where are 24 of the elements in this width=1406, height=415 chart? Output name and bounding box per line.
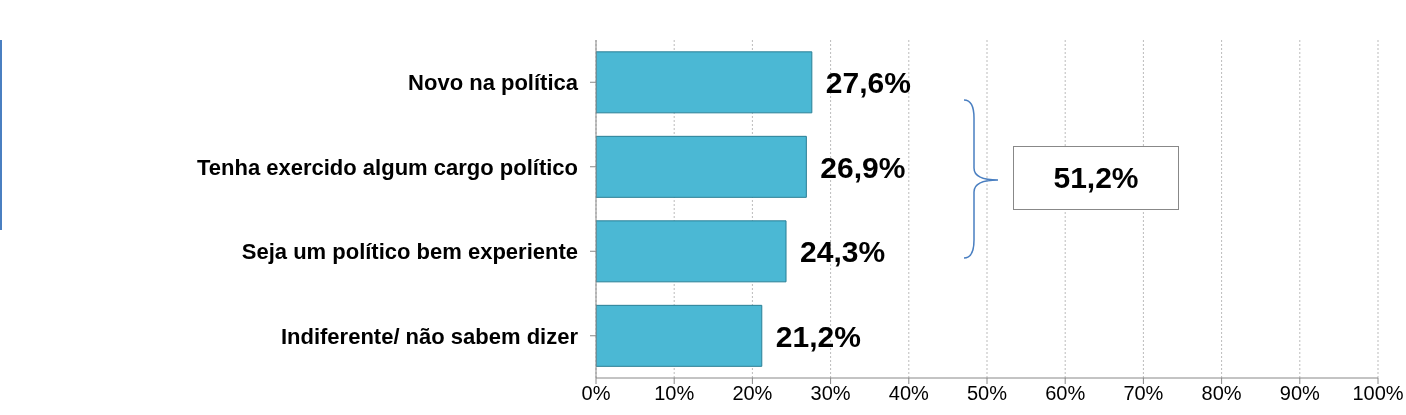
x-tick-label: 60% xyxy=(1045,382,1086,405)
y-tick-label: Seja um político bem experiente xyxy=(241,239,578,265)
y-tick-label: Indiferente/ não sabem dizer xyxy=(280,323,579,349)
bar xyxy=(596,135,807,198)
data-label: 21,2% xyxy=(775,319,861,353)
x-tick-label: 80% xyxy=(1201,382,1242,405)
x-tick-label: 10% xyxy=(654,382,695,405)
bar xyxy=(596,220,787,283)
y-tick-label: Tenha exercido algum cargo político xyxy=(196,154,578,180)
annotation: 51,2% xyxy=(1053,161,1139,195)
y-tick-label: Novo na política xyxy=(408,70,579,96)
x-tick-label: 40% xyxy=(888,382,930,405)
x-tick-label: 30% xyxy=(810,382,851,405)
x-tick-label: 100% xyxy=(1352,382,1404,405)
bar xyxy=(596,51,813,114)
x-tick-label: 20% xyxy=(732,382,773,405)
data-label: 27,6% xyxy=(825,66,911,100)
data-label: 24,3% xyxy=(800,235,886,269)
bar xyxy=(596,304,763,367)
x-tick-label: 70% xyxy=(1123,382,1164,405)
data-label: 26,9% xyxy=(820,150,906,184)
x-tick-label: 90% xyxy=(1279,382,1321,405)
x-tick-label: 50% xyxy=(966,382,1008,405)
x-tick-label: 0% xyxy=(581,382,611,405)
